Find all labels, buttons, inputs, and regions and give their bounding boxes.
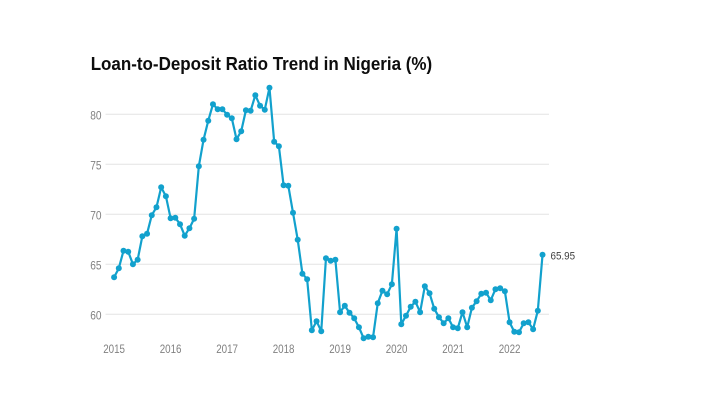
svg-text:2016: 2016 bbox=[160, 342, 182, 356]
svg-text:2022: 2022 bbox=[499, 342, 521, 356]
svg-text:Loan-to-Deposit Ratio Trend in: Loan-to-Deposit Ratio Trend in Nigeria (… bbox=[91, 53, 433, 74]
svg-text:65.95: 65.95 bbox=[551, 250, 576, 262]
svg-text:2017: 2017 bbox=[216, 342, 238, 356]
svg-text:70: 70 bbox=[90, 209, 102, 223]
svg-text:75: 75 bbox=[90, 159, 102, 173]
svg-text:2020: 2020 bbox=[386, 342, 408, 356]
svg-text:65: 65 bbox=[90, 259, 102, 273]
svg-text:2015: 2015 bbox=[103, 342, 125, 356]
svg-text:2018: 2018 bbox=[273, 342, 295, 356]
svg-text:80: 80 bbox=[90, 109, 102, 123]
svg-text:60: 60 bbox=[90, 309, 102, 323]
svg-text:2021: 2021 bbox=[442, 342, 464, 356]
svg-text:2019: 2019 bbox=[329, 342, 351, 356]
